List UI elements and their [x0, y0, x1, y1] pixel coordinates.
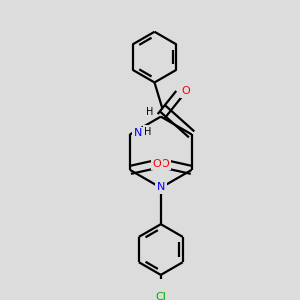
Text: H: H	[146, 107, 153, 117]
Text: N: N	[134, 128, 142, 139]
Text: H: H	[144, 127, 152, 137]
Text: Cl: Cl	[155, 292, 166, 300]
Text: O: O	[160, 159, 169, 169]
Text: O: O	[182, 86, 190, 96]
Text: N: N	[157, 182, 165, 192]
Text: O: O	[153, 159, 161, 169]
